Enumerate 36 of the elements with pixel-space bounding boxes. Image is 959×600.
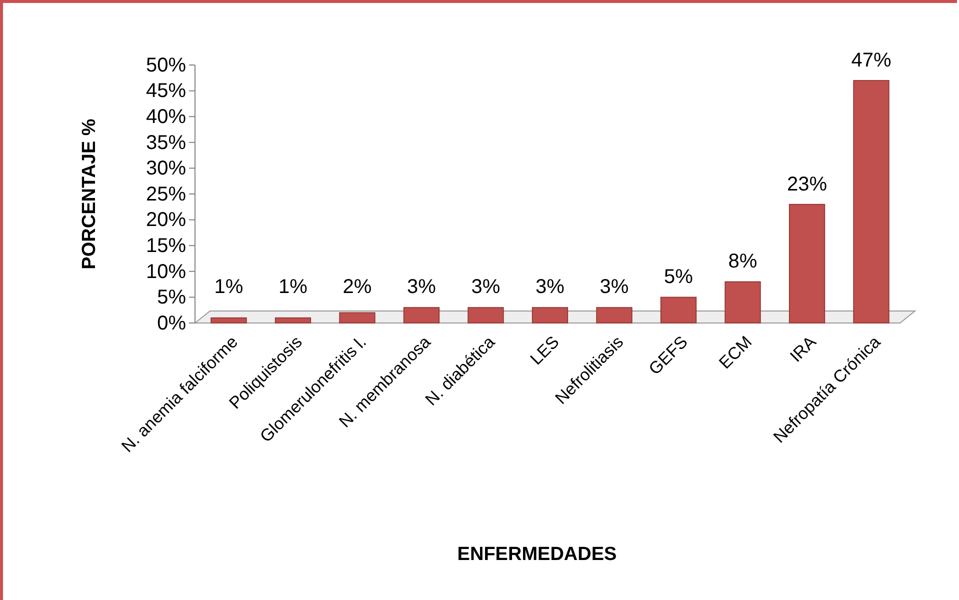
bar (788, 204, 826, 324)
data-label: 3% (471, 276, 500, 298)
data-label: 3% (536, 276, 565, 298)
bar (274, 317, 312, 324)
y-tick-label: 20% (146, 209, 186, 232)
x-tick-label: IRA (786, 332, 820, 366)
bar (532, 307, 568, 324)
data-label: 1% (278, 276, 308, 298)
y-tick-label: 50% (146, 54, 186, 76)
bar (403, 307, 440, 324)
bar (724, 281, 761, 324)
data-label: 2% (342, 276, 372, 298)
data-label: 47% (851, 49, 892, 72)
bar (210, 317, 247, 324)
data-label: 5% (664, 266, 694, 288)
data-label: 3% (407, 276, 436, 298)
y-tick-label: 0% (157, 312, 186, 334)
bar (853, 80, 890, 324)
y-tick-label: 15% (146, 235, 186, 257)
y-tick-label: 25% (146, 183, 186, 206)
y-tick-label: 35% (146, 132, 186, 154)
data-label: 3% (600, 276, 629, 298)
bar (660, 296, 697, 324)
bar (596, 307, 632, 324)
bar (339, 312, 376, 324)
bar (468, 307, 504, 324)
y-tick-label: 40% (146, 106, 186, 128)
y-tick-label: 45% (146, 80, 186, 102)
data-label: 1% (214, 276, 244, 298)
x-axis-title: ENFERMEDADES (457, 544, 617, 565)
data-label: 8% (728, 250, 758, 273)
y-tick-label: 30% (146, 158, 186, 180)
y-tick-label: 5% (157, 286, 186, 309)
data-label: 23% (787, 173, 828, 196)
y-tick-label: 10% (146, 260, 186, 283)
y-axis-title: PORCENTAJE % (79, 118, 100, 270)
